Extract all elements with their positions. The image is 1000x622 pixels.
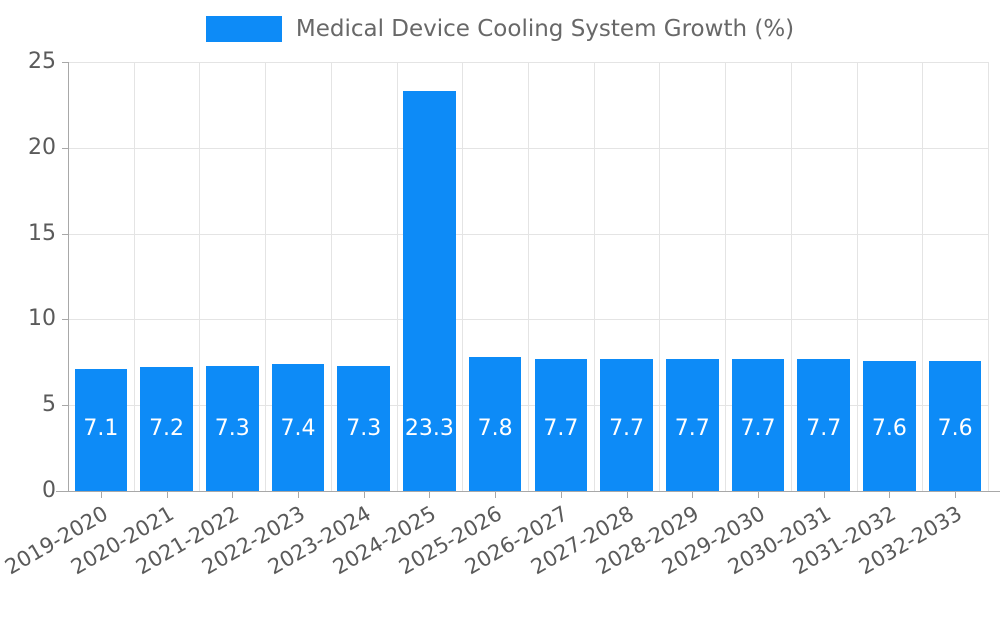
bar[interactable]: 7.1 [74, 369, 128, 491]
bar-value-label: 7.2 [149, 415, 185, 441]
legend-swatch-icon [205, 16, 282, 42]
bar-value-label: 7.7 [806, 415, 842, 441]
bar[interactable]: 7.7 [534, 358, 588, 491]
x-axis-tick-mark [232, 491, 234, 498]
x-axis-tick-mark [166, 491, 168, 498]
bar-value-label: 7.3 [214, 415, 250, 441]
bar[interactable]: 7.6 [928, 360, 982, 491]
x-axis: 2019-2020 2020-2021 2021-2022 2022-2023 2023… [1, 491, 966, 579]
legend-label: Medical Device Cooling System Growth (%) [295, 15, 795, 42]
bar-value-label: 7.6 [871, 415, 907, 441]
x-axis-tick-mark [758, 491, 759, 498]
x-axis-tick-mark [823, 491, 825, 498]
bar-chart: Medical Device Cooling System Growth (%)… [0, 12, 1000, 579]
bar[interactable]: 7.4 [271, 364, 325, 491]
x-axis-tick-mark [626, 491, 628, 498]
bar[interactable]: 7.7 [731, 358, 785, 491]
bar-value-label: 7.6 [937, 415, 973, 441]
x-axis-tick-mark [363, 491, 365, 498]
bar-value-label: 7.3 [346, 415, 382, 441]
y-axis-spine [68, 62, 69, 492]
bar-value-label: 7.7 [609, 415, 645, 441]
bar[interactable]: 7.3 [206, 365, 259, 491]
x-axis-tick-mark [298, 491, 299, 498]
bar[interactable]: 7.6 [863, 360, 916, 491]
bar[interactable]: 7.2 [140, 367, 193, 491]
x-axis-tick-mark [889, 491, 891, 498]
bar[interactable]: 23.3 [403, 91, 456, 491]
bar-value-label: 7.8 [477, 415, 513, 441]
bar[interactable]: 7.3 [337, 365, 390, 491]
bar[interactable]: 7.7 [666, 358, 719, 491]
x-axis-spine [56, 491, 1000, 492]
x-axis-tick-mark [560, 491, 562, 498]
x-axis-tick-mark [955, 491, 957, 498]
bar-value-label: 7.4 [280, 415, 316, 441]
chart-legend: Medical Device Cooling System Growth (%) [0, 12, 1000, 46]
x-axis-tick-mark [100, 491, 102, 498]
bar[interactable]: 7.7 [797, 358, 850, 491]
bar[interactable]: 7.8 [468, 357, 522, 491]
x-axis-tick-mark [495, 491, 497, 498]
bar-value-label: 23.3 [404, 415, 454, 441]
x-axis-tick-mark [429, 491, 431, 498]
bar-value-label: 7.7 [543, 415, 579, 441]
bar-value-label: 7.7 [740, 415, 776, 441]
bar-value-label: 7.7 [674, 415, 710, 441]
bar[interactable]: 7.7 [600, 358, 653, 491]
x-axis-tick-mark [692, 491, 694, 498]
bar-value-label: 7.1 [83, 415, 119, 441]
